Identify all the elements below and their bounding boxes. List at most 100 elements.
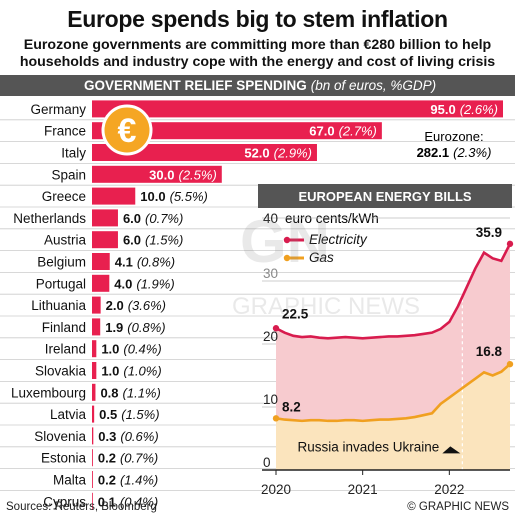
bar	[92, 405, 95, 423]
category-label: Greece	[42, 189, 86, 204]
gdp-label: (3.6%)	[128, 298, 166, 313]
bar	[92, 253, 110, 270]
bar-label: 52.0 (2.9%)	[244, 146, 312, 161]
gdp-label: (0.7%)	[120, 451, 158, 466]
eurozone-label: Eurozone:	[424, 129, 483, 144]
gdp-label: (1.5%)	[145, 233, 183, 248]
bar-label: 0.2 (0.7%)	[98, 451, 158, 466]
category-label: Finland	[42, 320, 86, 335]
svg-text:€: €	[118, 112, 137, 150]
bar-label: 1.9 (0.8%)	[105, 320, 165, 335]
bar	[92, 296, 101, 314]
bar	[92, 492, 93, 510]
category-label: Slovakia	[35, 364, 87, 379]
bar	[92, 362, 97, 379]
gdp-label: (0.8%)	[127, 320, 165, 335]
legend-label: Gas	[309, 250, 334, 265]
point-label: 22.5	[282, 306, 309, 321]
gdp-label: (1.1%)	[123, 385, 161, 400]
end-point	[272, 325, 280, 332]
relief-bar-chart: Germany 95.0 (2.6%) France 67.0 (2.7%) Italy 52…	[0, 100, 515, 510]
bar-label: 1.0 (1.0%)	[101, 364, 161, 379]
category-label: Malta	[53, 473, 87, 488]
watermark-text: GRAPHIC NEWS	[232, 293, 420, 320]
bar	[92, 122, 382, 140]
value-label: 0.2	[98, 451, 116, 466]
subtitle-line-1: Eurozone governments are committing more…	[23, 37, 492, 53]
bar-label: 0.3 (0.6%)	[98, 429, 158, 444]
bar	[92, 340, 97, 358]
bar	[92, 231, 118, 249]
y-tick-label: 20	[263, 329, 278, 344]
bar-label: 4.1 (0.8%)	[115, 255, 175, 270]
end-point	[506, 240, 514, 248]
bar-label: 0.1 (0.4%)	[98, 494, 158, 509]
event-arrow-icon	[442, 446, 461, 454]
x-tick-label: 2020	[261, 482, 291, 497]
gdp-label: (0.4%)	[120, 494, 158, 509]
bar-label: 95.0 (2.6%)	[430, 102, 498, 117]
gdp-label: (2.9%)	[274, 146, 312, 161]
point-label: 16.8	[476, 344, 503, 359]
bar	[92, 187, 136, 205]
gdp-label: (0.4%)	[123, 342, 161, 357]
value-label: 95.0	[430, 102, 455, 117]
bar	[92, 383, 96, 401]
bar	[92, 165, 222, 183]
bar	[92, 449, 93, 467]
value-label: 0.3	[98, 429, 116, 444]
subtitle-line-2: households and industry cope with the en…	[19, 54, 496, 70]
euro-coin-icon: €	[101, 104, 153, 156]
category-label: Italy	[61, 146, 86, 161]
bar	[92, 318, 101, 336]
bar-label: 6.0 (0.7%)	[123, 211, 183, 226]
category-label: Estonia	[41, 451, 87, 466]
gas-line	[275, 363, 511, 423]
x-tick-label: 2021	[348, 482, 378, 497]
sources: Sources: Reuters, Bloomberg	[6, 501, 157, 513]
x-tick-label: 2022	[434, 482, 464, 497]
category-label: Germany	[30, 102, 86, 117]
band-unit: (bn of euros, %GDP)	[310, 78, 437, 93]
band-title: GOVERNMENT RELIEF SPENDING	[84, 78, 307, 93]
watermark-logo: GN	[240, 208, 330, 275]
eurozone-value: 282.1	[417, 145, 450, 160]
bar	[92, 427, 94, 445]
category-label: Latvia	[50, 407, 87, 422]
category-label: Slovenia	[34, 429, 86, 444]
bar	[92, 471, 93, 488]
category-label: Lithuania	[31, 298, 86, 313]
legend-marker	[283, 254, 291, 262]
energy-title-band	[258, 184, 512, 208]
point-label: 8.2	[282, 399, 301, 414]
value-label: 1.9	[105, 320, 123, 335]
value-label: 4.0	[114, 276, 132, 291]
category-label: Portugal	[36, 276, 86, 291]
event-label: Russia invades Ukraine	[298, 439, 440, 454]
gdp-label: (2.7%)	[339, 124, 377, 139]
value-label: 10.0	[140, 189, 165, 204]
gdp-label: (1.5%)	[121, 407, 159, 422]
credit: © GRAPHIC NEWS	[407, 501, 509, 513]
gas-area	[276, 364, 510, 470]
category-label: Austria	[44, 233, 87, 248]
value-label: 1.0	[101, 342, 119, 357]
subtitle: Eurozone governments are committing more…	[6, 37, 509, 71]
value-label: 0.2	[98, 473, 116, 488]
eurozone-value-line: 282.1 (2.3%)	[417, 145, 492, 160]
value-label: 1.0	[101, 364, 119, 379]
category-label: France	[44, 124, 86, 139]
gdp-label: (0.8%)	[137, 255, 175, 270]
bar	[92, 100, 503, 118]
category-label: Spain	[51, 167, 86, 182]
bar-label: 6.0 (1.5%)	[123, 233, 183, 248]
bar-label: 10.0 (5.5%)	[140, 189, 208, 204]
gdp-label: (0.6%)	[120, 429, 158, 444]
energy-title: EUROPEAN ENERGY BILLS	[298, 189, 471, 204]
gdp-label: (1.9%)	[136, 276, 174, 291]
value-label: 52.0	[244, 146, 269, 161]
bar	[92, 274, 110, 292]
category-label: Cyprus	[43, 494, 86, 509]
bar-label: 0.5 (1.5%)	[99, 407, 159, 422]
